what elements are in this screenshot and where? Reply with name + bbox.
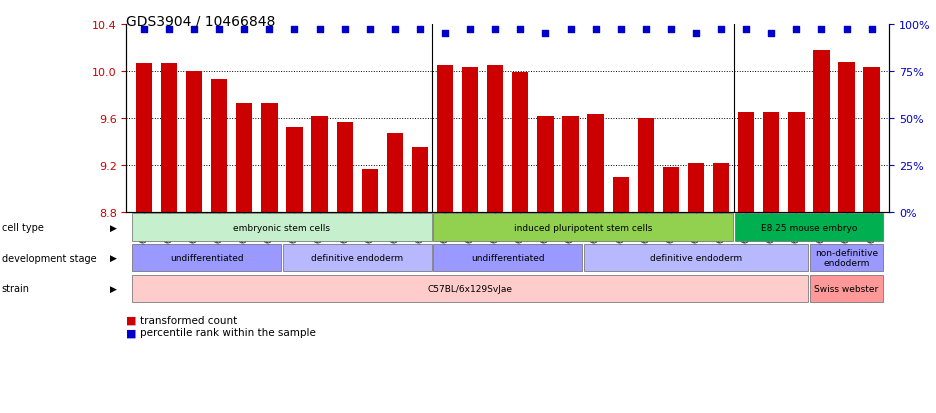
Bar [487,66,504,213]
Text: E8.25 mouse embryo: E8.25 mouse embryo [761,223,857,232]
Point [337,27,352,34]
Point [287,27,302,34]
Text: definitive endoderm: definitive endoderm [650,254,742,263]
Point [388,27,402,34]
Text: ■: ■ [126,328,137,337]
Bar [663,168,679,213]
Bar [161,64,177,213]
Point [212,27,227,34]
Point [839,27,854,34]
Point [513,27,528,34]
Bar [738,113,754,213]
Text: C57BL/6x129SvJae: C57BL/6x129SvJae [428,284,513,293]
Point [186,27,201,34]
Point [488,27,503,34]
Point [437,31,452,38]
Bar [286,128,302,213]
Bar [637,119,654,213]
Point [137,27,152,34]
Bar [236,104,253,213]
Text: induced pluripotent stem cells: induced pluripotent stem cells [514,223,652,232]
Bar [412,148,428,213]
Text: undifferentiated: undifferentiated [471,254,545,263]
Point [613,27,628,34]
Bar [612,178,629,213]
Point [538,31,553,38]
Text: transformed count: transformed count [140,315,238,325]
Text: definitive endoderm: definitive endoderm [311,254,403,263]
Text: ■: ■ [126,315,137,325]
Text: strain: strain [2,284,30,294]
Point [413,27,428,34]
Text: cell type: cell type [2,223,44,233]
Bar [312,116,328,213]
Bar [136,64,152,213]
Bar [537,116,553,213]
Point [638,27,653,34]
Point [237,27,252,34]
Bar [387,134,403,213]
Point [814,27,829,34]
Bar [512,73,529,213]
Bar [688,164,704,213]
Text: ▶: ▶ [110,223,117,232]
Text: ▶: ▶ [110,254,117,263]
Point [262,27,277,34]
Bar [713,164,729,213]
Bar [588,115,604,213]
Text: embryonic stem cells: embryonic stem cells [233,223,330,232]
Point [739,27,753,34]
Text: non-definitive
endoderm: non-definitive endoderm [815,249,878,268]
Bar [437,66,453,213]
Bar [839,62,855,213]
Bar [813,51,829,213]
Bar [361,169,378,213]
Point [764,31,779,38]
Bar [563,116,578,213]
Bar [337,122,353,213]
Bar [763,113,780,213]
Point [312,27,327,34]
Bar [462,68,478,213]
Text: GDS3904 / 10466848: GDS3904 / 10466848 [126,14,276,28]
Bar [211,80,227,213]
Text: undifferentiated: undifferentiated [169,254,243,263]
Point [664,27,679,34]
Point [563,27,578,34]
Point [864,27,879,34]
Bar [261,104,278,213]
Text: Swiss webster: Swiss webster [814,284,879,293]
Text: development stage: development stage [2,253,96,263]
Bar [788,113,805,213]
Point [362,27,377,34]
Bar [186,72,202,213]
Bar [864,68,880,213]
Point [689,31,704,38]
Text: percentile rank within the sample: percentile rank within the sample [140,328,316,337]
Point [462,27,477,34]
Point [789,27,804,34]
Point [713,27,728,34]
Text: ▶: ▶ [110,284,117,293]
Point [588,27,603,34]
Point [162,27,177,34]
